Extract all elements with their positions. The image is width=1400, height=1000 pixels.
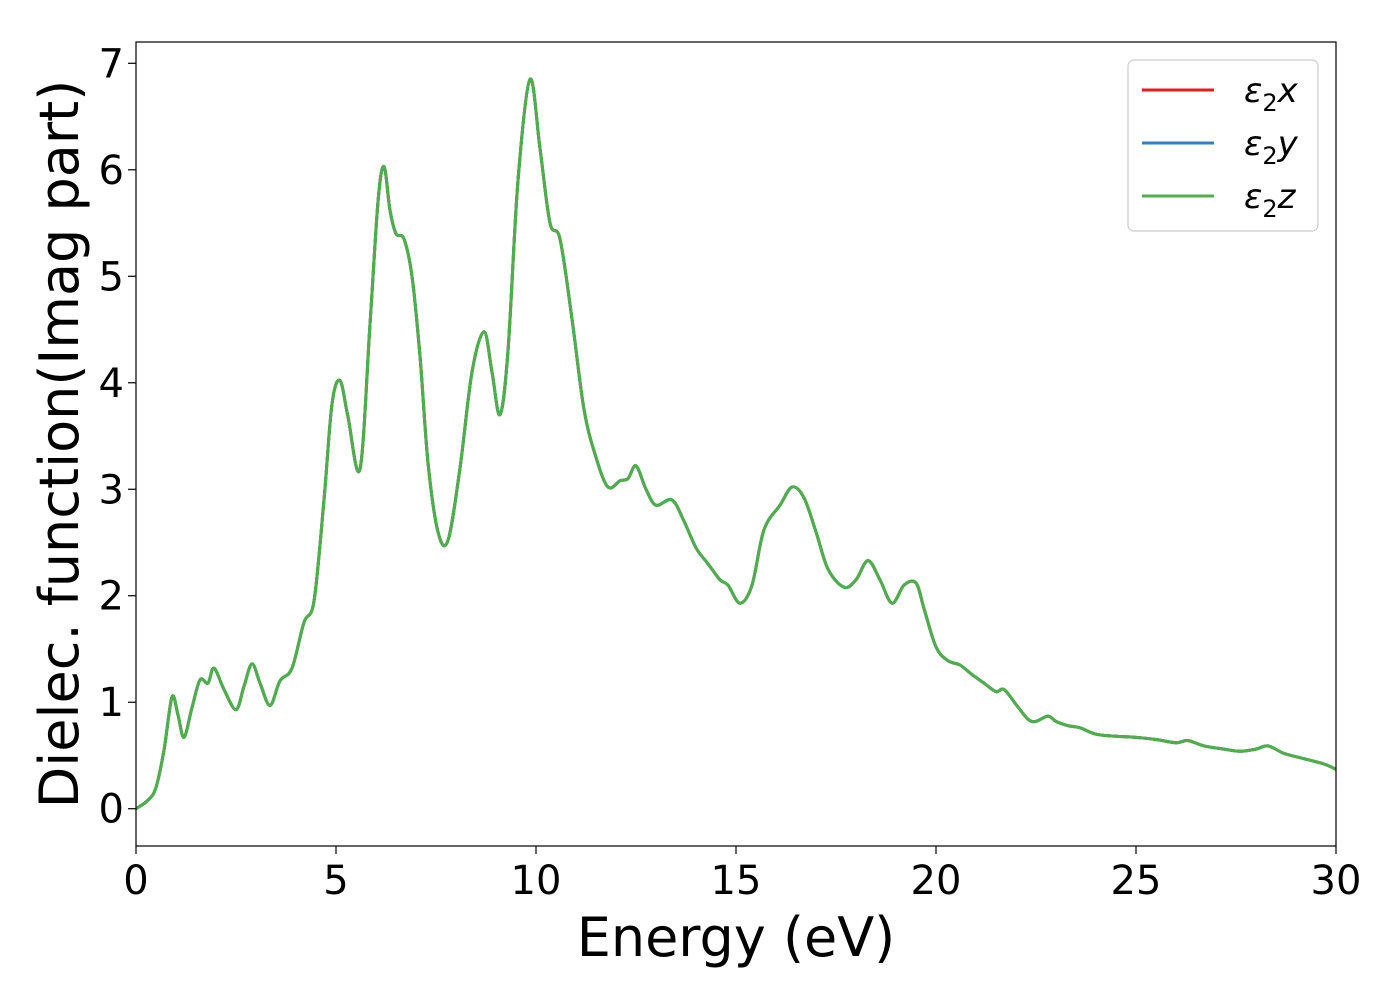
y-tick-label: 7 <box>99 41 124 87</box>
y-tick-label: 2 <box>99 574 124 620</box>
legend-label-y: ε2y <box>1244 124 1299 170</box>
y-tick-label: 0 <box>99 787 124 833</box>
y-tick-label: 1 <box>99 680 124 726</box>
y-tick-label: 6 <box>99 148 124 194</box>
y-tick-label: 3 <box>99 467 124 513</box>
x-tick-label: 15 <box>711 858 762 904</box>
y-axis-title: Dielec. function(Imag part) <box>28 80 91 809</box>
x-tick-label: 30 <box>1311 858 1362 904</box>
legend: ε2x ε2y ε2z <box>1127 59 1319 232</box>
x-tick-label: 10 <box>511 858 562 904</box>
y-tick-label: 4 <box>99 361 124 407</box>
x-axis-title: Energy (eV) <box>577 906 896 969</box>
legend-label-x: ε2x <box>1244 71 1299 117</box>
y-ticks: 0 1 2 3 4 5 6 7 <box>99 41 136 833</box>
x-tick-label: 0 <box>123 858 148 904</box>
x-ticks: 0 5 10 15 20 25 30 <box>123 846 1361 904</box>
x-tick-label: 20 <box>911 858 962 904</box>
series-line-z <box>136 77 1336 810</box>
legend-label-z: ε2z <box>1244 177 1297 223</box>
x-tick-label: 5 <box>323 858 348 904</box>
x-tick-label: 25 <box>1111 858 1162 904</box>
legend-frame <box>1127 59 1319 232</box>
y-tick-label: 5 <box>99 254 124 300</box>
series-layer <box>136 77 1336 810</box>
